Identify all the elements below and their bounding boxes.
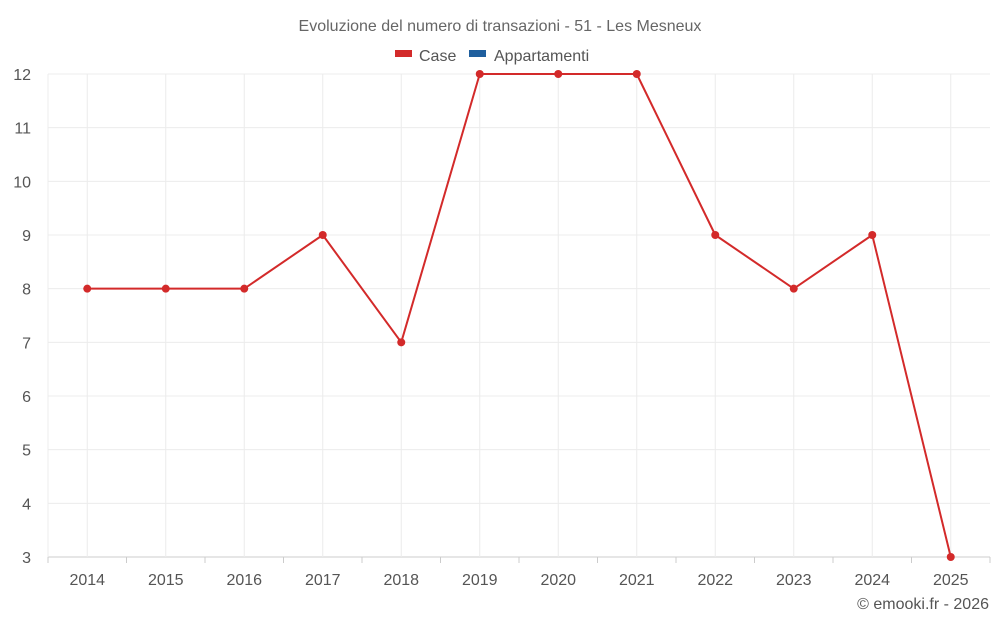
data-point-case-2024[interactable] [868,231,877,239]
x-tick-label: 2021 [619,572,655,589]
x-tick-label: 2020 [540,572,576,589]
x-tick-label: 2025 [933,572,969,589]
data-point-case-2020[interactable] [554,70,563,78]
y-tick-label: 4 [22,496,31,513]
chart-title: Evoluzione del numero di transazioni - 5… [299,18,702,35]
y-tick-label: 6 [22,389,31,406]
x-tick-label: 2016 [226,572,262,589]
x-tick-label: 2015 [148,572,184,589]
y-tick-label: 10 [13,174,31,191]
x-tick-label: 2018 [383,572,419,589]
data-point-case-2022[interactable] [711,231,720,239]
x-tick-label: 2023 [776,572,812,589]
legend-item-appartamenti[interactable]: Appartamenti [469,48,589,65]
credit-text: © emooki.fr - 2026 [857,596,989,613]
data-point-case-2014[interactable] [83,284,92,293]
y-tick-label: 5 [22,443,31,460]
y-tick-label: 9 [22,228,31,245]
x-tick-label: 2019 [462,572,498,589]
grid [48,73,990,558]
data-point-case-2025[interactable] [946,553,955,561]
legend: Case Appartamenti [395,48,589,65]
y-tick-label: 11 [14,121,31,138]
data-point-case-2019[interactable] [475,70,484,78]
y-tick-label: 8 [22,282,31,299]
y-tick-label: 3 [22,550,31,567]
axes: 3 4 5 6 7 8 9 10 11 12 2014 2015 2016 2017 2018 2019 202… [13,67,991,589]
data-point-case-2015[interactable] [161,284,170,293]
data-point-case-2018[interactable] [397,338,406,347]
x-tick-label: 2022 [697,572,733,589]
series-layer [83,70,955,561]
data-point-case-2023[interactable] [789,284,798,293]
x-tick-label: 2017 [305,572,341,589]
series-line-case [87,73,952,558]
x-tick-label: 2014 [69,572,105,589]
legend-label-case: Case [419,48,456,65]
data-point-case-2021[interactable] [632,70,641,78]
legend-swatch-appartamenti [469,50,486,57]
legend-swatch-case [395,50,412,57]
y-tick-label: 7 [22,335,31,352]
y-tick-label: 12 [13,67,31,84]
legend-label-appartamenti: Appartamenti [494,48,589,65]
x-tick-label: 2024 [854,572,890,589]
data-point-case-2017[interactable] [318,231,327,239]
legend-item-case[interactable]: Case [395,48,456,65]
data-point-case-2016[interactable] [240,284,249,293]
